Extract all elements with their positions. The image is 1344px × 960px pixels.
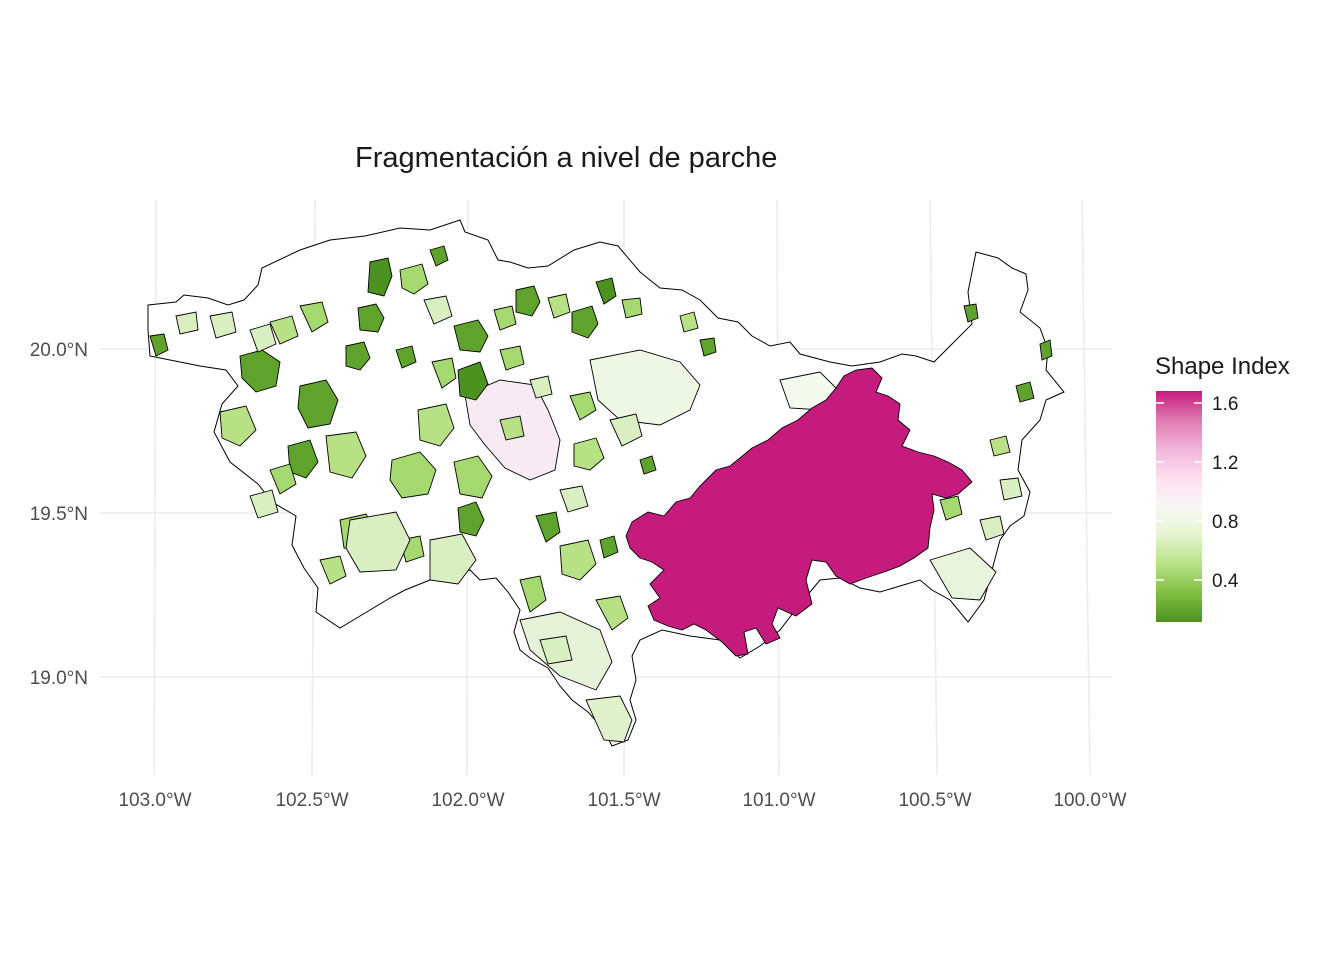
patch-mid-green — [431, 357, 457, 389]
patch-pale-green — [999, 477, 1023, 501]
patch-mid-green — [219, 405, 257, 447]
patch-mid-green — [989, 435, 1011, 457]
patch-dark-green — [453, 319, 489, 353]
patch-pale-green — [539, 635, 573, 665]
latitude-axis: 20.0°N 19.5°N 19.0°N — [30, 340, 88, 689]
patch-mid-green — [499, 345, 525, 371]
patch-dark-green — [535, 511, 561, 543]
patch-mid-green — [269, 463, 297, 495]
lat-tick-label: 19.0°N — [30, 668, 88, 689]
patch-pale-green — [209, 311, 237, 339]
patch-mid-green — [679, 311, 699, 333]
patch-dark-green — [395, 345, 417, 369]
patch-dark-green — [1015, 381, 1035, 403]
patch-mid-green — [389, 451, 437, 499]
patch-pale-green — [529, 375, 553, 399]
patch-mid-green — [519, 575, 547, 613]
patch-mid-green — [399, 263, 429, 295]
lon-tick-label: 101.0°W — [742, 790, 815, 811]
grid-meridian-103 — [153, 199, 157, 776]
grid-meridian-100 — [1081, 199, 1091, 776]
legend-colorbar — [1156, 391, 1202, 622]
patch-pale-green — [929, 547, 997, 601]
patch-dark-green — [457, 501, 485, 537]
patch-mid-green — [939, 495, 963, 521]
lat-tick-label: 20.0°N — [30, 340, 88, 361]
patch-pale-green — [345, 511, 411, 573]
lon-tick-label: 102.0°W — [431, 790, 504, 811]
patch-dark-green — [429, 245, 449, 267]
patch-mid-green — [319, 555, 347, 585]
legend-tick-label: 0.8 — [1212, 512, 1238, 533]
patch-mid-green — [493, 305, 517, 331]
patch-mid-green — [547, 293, 571, 319]
patch-dark-green — [963, 303, 979, 323]
patch-dark-green — [1039, 339, 1053, 361]
patch-dark-green — [457, 361, 489, 401]
patch-mid-green — [621, 297, 643, 319]
patch-mid-green — [595, 595, 629, 631]
patch-dark-green — [599, 535, 619, 559]
patch-dark-green — [595, 277, 617, 305]
patch-mid-green — [453, 455, 493, 499]
patch-dark-green — [357, 303, 385, 333]
patch-mid-green — [569, 391, 597, 421]
patch-pale-green — [429, 533, 477, 585]
legend: Shape Index 1.6 1.2 0.8 0.4 — [1155, 353, 1290, 622]
patch-dark-green — [515, 285, 541, 317]
patch-mid-green — [417, 403, 455, 447]
plot-title: Fragmentación a nivel de parche — [355, 142, 778, 174]
patch-pale-green — [589, 349, 701, 426]
patch-pale-green — [249, 489, 279, 519]
lon-tick-label: 100.5°W — [898, 790, 971, 811]
patch-pale-green — [585, 695, 633, 743]
patch-mid-green — [559, 539, 597, 581]
lon-tick-label: 101.5°W — [587, 790, 660, 811]
patch-mid-green — [269, 315, 299, 345]
patch-pale-green — [979, 515, 1005, 541]
legend-title: Shape Index — [1155, 353, 1290, 380]
patch-mid-green — [325, 431, 367, 479]
lat-tick-label: 19.5°N — [30, 504, 88, 525]
legend-tick-label: 1.2 — [1212, 453, 1238, 474]
patch-dark-green — [297, 379, 339, 429]
lon-tick-label: 100.0°W — [1053, 790, 1126, 811]
legend-tick-label: 0.4 — [1212, 571, 1239, 592]
patch-mid-green — [299, 301, 329, 333]
patch-dark-green — [149, 333, 169, 357]
patch-dark-green — [367, 257, 393, 297]
patch-mid-green — [499, 415, 525, 441]
patch-pale-green — [559, 485, 589, 513]
patch-pale-green — [249, 323, 277, 353]
patch-dark-green — [639, 455, 657, 475]
patch-dark-green — [699, 337, 717, 357]
legend-tick-marks — [1156, 402, 1202, 581]
patch-pale-green — [423, 295, 453, 325]
patch-pale-green — [175, 311, 199, 335]
lon-tick-label: 102.5°W — [275, 790, 348, 811]
patch-pale-green — [609, 413, 643, 447]
patch-high-shape-index — [625, 367, 973, 657]
longitude-axis: 103.0°W 102.5°W 102.0°W 101.5°W 101.0°W … — [118, 790, 1126, 811]
patches-layer — [149, 245, 1053, 743]
lon-tick-label: 103.0°W — [118, 790, 191, 811]
patch-mid-green — [573, 437, 605, 471]
patch-dark-green — [571, 305, 599, 339]
legend-tick-label: 1.6 — [1212, 394, 1238, 415]
patch-dark-green — [345, 341, 371, 371]
